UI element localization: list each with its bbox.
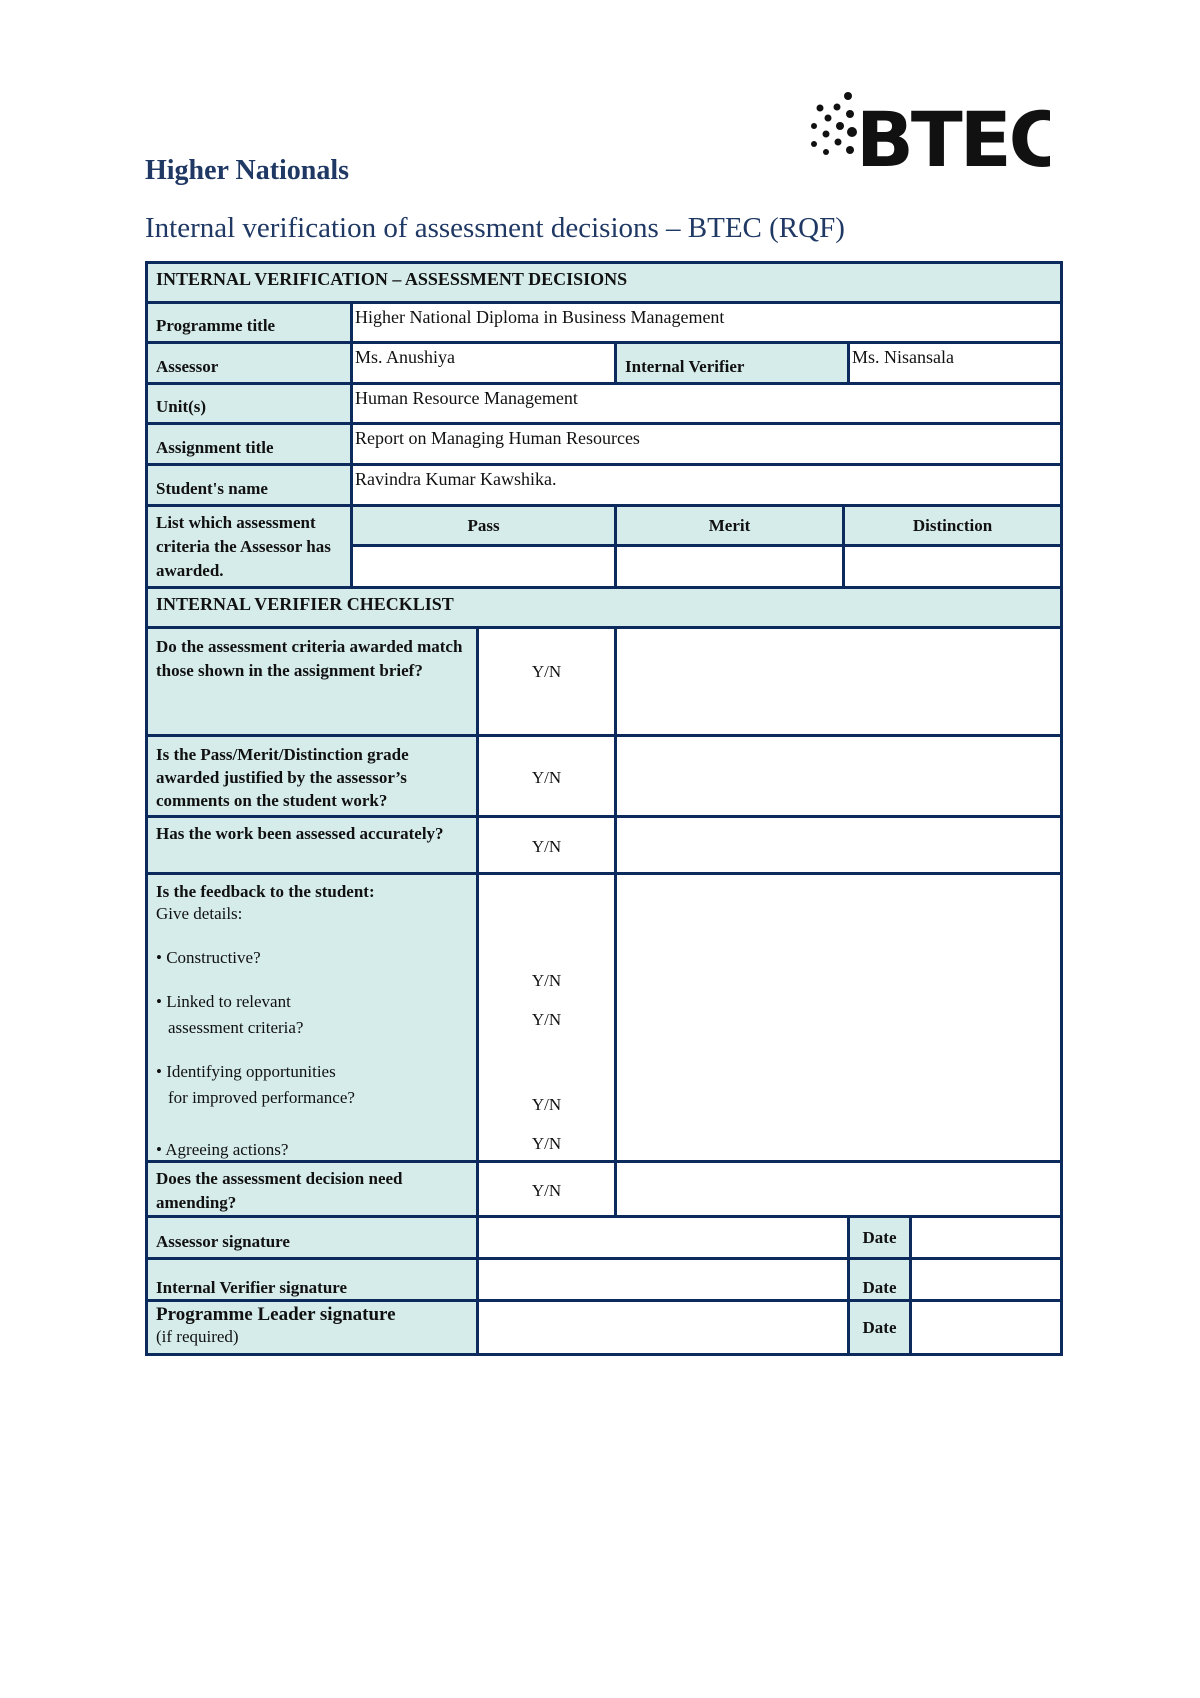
internal-verifier-field[interactable]: Ms. Nisansala [847, 341, 1063, 385]
checklist-q2-yn[interactable]: Y/N [476, 734, 617, 818]
merit-header: Merit [614, 504, 845, 547]
assessor-signature-label: Assessor signature [145, 1215, 479, 1260]
q4-item-opportunities-cont: for improved performance? [168, 1088, 355, 1107]
leader-date-label: Date [847, 1299, 912, 1356]
q4-item-linked: • Linked to relevant [156, 992, 291, 1011]
verifier-date-field[interactable] [909, 1257, 1063, 1302]
assessor-label: Assessor [145, 341, 353, 385]
internal-verifier-label: Internal Verifier [614, 341, 850, 385]
programme-title-label: Programme title [145, 301, 353, 344]
checklist-q4-yn[interactable]: Y/N Y/N Y/N Y/N [476, 872, 617, 1163]
student-name-field[interactable]: Ravindra Kumar Kawshika. [350, 463, 1063, 507]
checklist-q4-comment[interactable] [614, 872, 1063, 1163]
q4-item-agreeing: • Agreeing actions? [156, 1140, 289, 1159]
q4-item-constructive: • Constructive? [156, 948, 261, 967]
checklist-q4-label: Is the feedback to the student: Give det… [145, 872, 479, 1163]
checklist-q2-comment[interactable] [614, 734, 1063, 818]
section-checklist-header: INTERNAL VERIFIER CHECKLIST [145, 586, 1063, 629]
verifier-signature-field[interactable] [476, 1257, 850, 1302]
yn-text: Y/N [531, 1181, 562, 1200]
leader-signature-title: Programme Leader signature [156, 1304, 396, 1325]
pass-header: Pass [350, 504, 617, 547]
merit-criteria-field[interactable] [614, 544, 845, 589]
assignment-title-label: Assignment title [145, 422, 353, 466]
checklist-q1-yn[interactable]: Y/N [476, 626, 617, 737]
checklist-q2-label: Is the Pass/Merit/Distinction grade awar… [145, 734, 479, 818]
assessor-date-label: Date [847, 1215, 912, 1260]
units-field[interactable]: Human Resource Management [350, 382, 1063, 425]
distinction-header: Distinction [842, 504, 1063, 547]
yn-text: Y/N [531, 768, 562, 787]
yn-text: Y/N [531, 1010, 562, 1029]
section-decisions-header: INTERNAL VERIFICATION – ASSESSMENT DECIS… [145, 261, 1063, 304]
yn-text: Y/N [531, 971, 562, 990]
yn-text: Y/N [531, 1095, 562, 1114]
q4-item-linked-cont: assessment criteria? [168, 1018, 304, 1037]
svg-text:BTEC: BTEC [856, 95, 1050, 176]
checklist-q3-comment[interactable] [614, 815, 1063, 875]
q4-subtitle: Give details: [156, 904, 243, 923]
checklist-q3-label: Has the work been assessed accurately? [145, 815, 479, 875]
assessor-field[interactable]: Ms. Anushiya [350, 341, 617, 385]
assessor-signature-field[interactable] [476, 1215, 850, 1260]
btec-logo: BTEC [811, 92, 1050, 176]
yn-text: Y/N [531, 662, 562, 681]
leader-signature-note: (if required) [156, 1327, 239, 1346]
units-label: Unit(s) [145, 382, 353, 425]
document-title: Higher Nationals [145, 155, 350, 186]
assignment-title-field[interactable]: Report on Managing Human Resources [350, 422, 1063, 466]
verifier-signature-label: Internal Verifier signature [145, 1257, 479, 1302]
checklist-q3-yn[interactable]: Y/N [476, 815, 617, 875]
yn-text: Y/N [531, 837, 562, 856]
checklist-q5-comment[interactable] [614, 1160, 1063, 1218]
leader-signature-field[interactable] [476, 1299, 850, 1356]
document-subtitle: Internal verification of assessment deci… [145, 212, 845, 244]
verifier-date-label: Date [847, 1257, 912, 1302]
student-name-label: Student's name [145, 463, 353, 507]
assessor-date-field[interactable] [909, 1215, 1063, 1260]
q4-title: Is the feedback to the student: [156, 882, 375, 901]
yn-text: Y/N [531, 1134, 562, 1153]
leader-date-field[interactable] [909, 1299, 1063, 1356]
checklist-q1-label: Do the assessment criteria awarded match… [145, 626, 479, 737]
checklist-q5-yn[interactable]: Y/N [476, 1160, 617, 1218]
q4-item-opportunities: • Identifying opportunities [156, 1062, 336, 1081]
checklist-q5-label: Does the assessment decision need amendi… [145, 1160, 479, 1218]
pass-criteria-field[interactable] [350, 544, 617, 589]
leader-signature-label: Programme Leader signature (if required) [145, 1299, 479, 1356]
checklist-q1-comment[interactable] [614, 626, 1063, 737]
programme-title-field[interactable]: Higher National Diploma in Business Mana… [350, 301, 1063, 344]
criteria-awarded-label: List which assessment criteria the Asses… [145, 504, 353, 589]
distinction-criteria-field[interactable] [842, 544, 1063, 589]
